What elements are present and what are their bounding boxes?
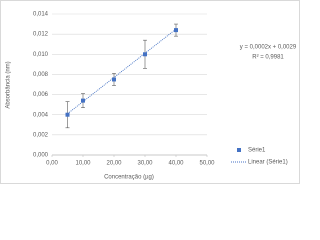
y-tick-label: 0,004 [33, 112, 49, 118]
chart-border [0, 0, 300, 184]
y-tick-label: 0,006 [33, 92, 49, 98]
x-tick-label: 10,00 [75, 161, 91, 167]
x-tick-label: 0,00 [46, 161, 58, 167]
legend-label: Linear (Série1) [248, 160, 288, 166]
page: {"chart_data": {"type": "scatter", "x_la… [0, 0, 300, 184]
chart: Absorbância (nm) Concentração (µg) y = 0… [0, 0, 300, 184]
trendline [67, 28, 177, 115]
y-tick-label: 0,008 [33, 72, 49, 78]
y-tick-label: 0,010 [33, 52, 49, 58]
y-tick-label: 0,002 [33, 132, 49, 138]
x-tick-label: 50,00 [199, 161, 215, 167]
y-axis-title: Absorbância (nm) [6, 61, 12, 108]
x-tick-label: 30,00 [137, 161, 153, 167]
x-tick-label: 20,00 [106, 161, 122, 167]
point [174, 28, 178, 33]
y-tick-label: 0,000 [33, 153, 49, 159]
x-tick-label: 40,00 [168, 161, 184, 167]
legend-marker [237, 148, 241, 152]
point [143, 52, 147, 57]
point [65, 112, 70, 117]
point [81, 98, 85, 103]
y-tick-label: 0,012 [33, 32, 49, 38]
x-axis-title: Concentração (µg) [104, 175, 154, 181]
point [112, 77, 116, 82]
r-squared: R² = 0,9981 [252, 55, 284, 61]
legend-label: Série1 [248, 148, 266, 154]
equation: y = 0,0002x + 0,0029 [240, 45, 297, 51]
y-tick-label: 0,014 [33, 12, 49, 18]
